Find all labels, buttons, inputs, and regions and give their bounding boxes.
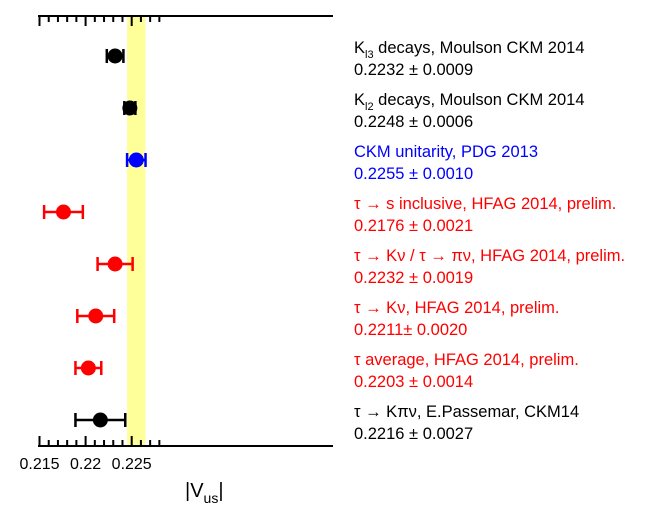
data-point xyxy=(128,152,144,168)
point-label: τ → Kν / τ → πν, HFAG 2014, prelim. 0.22… xyxy=(354,247,626,287)
point-label: Kl3 decays, Moulson CKM 2014 0.2232 ± 0.… xyxy=(354,39,585,79)
data-point xyxy=(92,412,108,428)
point-label: τ → s inclusive, HFAG 2014, prelim. 0.21… xyxy=(354,195,617,235)
point-label: τ → Kπν, E.Passemar, CKM14 0.2216 ± 0.00… xyxy=(354,403,580,443)
unitarity-band xyxy=(127,16,146,446)
point-label: CKM unitarity, PDG 2013 0.2255 ± 0.0010 xyxy=(354,143,539,183)
x-tick-label: 0.22 xyxy=(70,456,102,473)
axes xyxy=(38,15,333,447)
point-label: τ average, HFAG 2014, prelim. 0.2203 ± 0… xyxy=(354,351,579,391)
data-point xyxy=(88,308,104,324)
data-point xyxy=(107,48,123,64)
data-point xyxy=(80,360,96,376)
x-tick-label: 0.225 xyxy=(111,456,152,473)
x-axis-label: |Vus| xyxy=(185,480,224,506)
x-tick-label: 0.215 xyxy=(19,456,60,473)
data-marks xyxy=(42,48,147,428)
point-label: Kl2 decays, Moulson CKM 2014 0.2248 ± 0.… xyxy=(354,91,585,131)
data-point xyxy=(55,204,71,220)
data-point xyxy=(122,100,138,116)
point-label: τ → Kν, HFAG 2014, prelim. 0.2211± 0.002… xyxy=(354,299,560,339)
data-point xyxy=(107,256,123,272)
